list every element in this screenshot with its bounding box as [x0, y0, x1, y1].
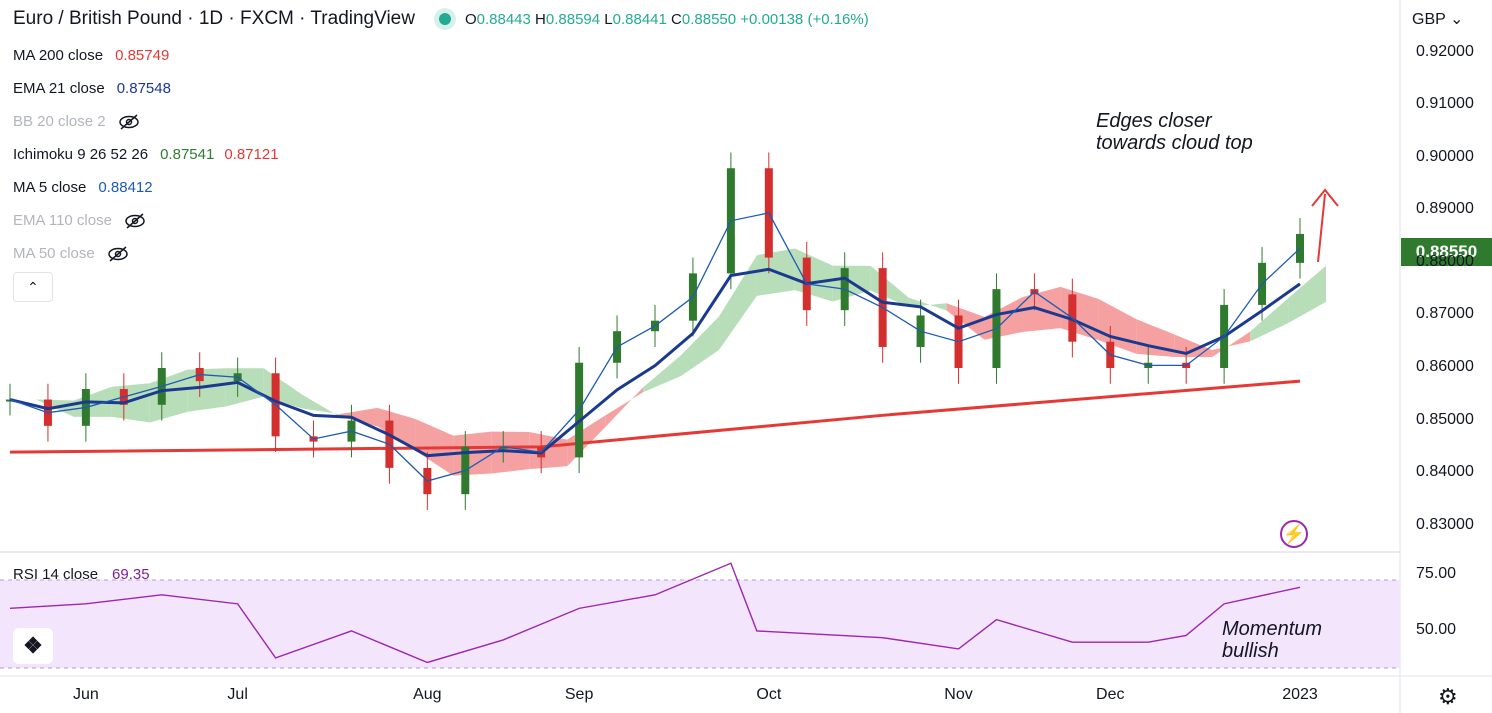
cloud-segment — [681, 316, 719, 377]
candle-body — [499, 446, 508, 449]
price-tick-label: 0.92000 — [1416, 42, 1474, 60]
up-arrow — [1317, 193, 1326, 263]
cloud-segment — [984, 297, 1023, 340]
rsi-tick-label: 75.00 — [1416, 564, 1457, 582]
cloud-segment — [377, 407, 416, 451]
cloud-segment — [1250, 298, 1289, 342]
settings-gear-icon[interactable]: ⚙ — [1438, 684, 1458, 709]
cloud-segment — [946, 303, 985, 340]
cloud-segment — [1098, 298, 1137, 354]
cloud-segment — [605, 387, 644, 428]
time-tick-label: Sep — [564, 686, 594, 703]
cloud-segment — [301, 394, 340, 417]
symbol-title[interactable]: Euro / British Pound · 1D · FXCM · Tradi… — [13, 8, 415, 29]
tradingview-logo[interactable]: ❖ — [13, 628, 53, 664]
cloud-segment — [643, 355, 681, 393]
legend-ma5[interactable]: MA 5 close 0.88412 — [13, 179, 153, 196]
hidden-eye-icon[interactable] — [124, 212, 146, 229]
cloud-segment — [908, 297, 947, 311]
cloud-segment — [1288, 265, 1326, 324]
cloud-segment — [1174, 334, 1213, 357]
cloud-segment — [339, 407, 378, 427]
legend-ma200[interactable]: MA 200 close 0.85749 — [13, 47, 170, 64]
hidden-eye-icon[interactable] — [107, 245, 129, 262]
cloud-segment — [491, 431, 530, 474]
legend-ma50[interactable]: MA 50 close — [13, 245, 129, 262]
cloud-segment — [1136, 319, 1175, 357]
time-tick-label: Jul — [227, 686, 248, 703]
cloud-segment — [529, 432, 568, 470]
market-status-icon — [438, 13, 451, 25]
legend-ichimoku[interactable]: Ichimoku 9 26 52 26 0.87541 0.87121 — [13, 146, 279, 163]
lightning-icon[interactable]: ⚡ — [1280, 520, 1308, 548]
legend-rsi[interactable]: RSI 14 close 69.35 — [13, 566, 150, 583]
legend-ema21[interactable]: EMA 21 close 0.87548 — [13, 80, 171, 97]
chevron-up-icon: ⌃ — [27, 278, 39, 295]
ohlc-values: O0.88443 H0.88594 L0.88441 C0.88550 +0.0… — [464, 10, 869, 28]
rsi-line — [9, 562, 1301, 664]
legend-ema110[interactable]: EMA 110 close — [13, 212, 146, 229]
cloud-annotation: Edges closer towards cloud top — [1096, 110, 1253, 154]
currency-selector[interactable]: GBP ⌄ — [1412, 11, 1464, 28]
rsi-tick-label: 50.00 — [1416, 620, 1457, 638]
chart-header: Euro / British Pound · 1D · FXCM · Tradi… — [13, 8, 869, 30]
chevron-down-icon: ⌄ — [1449, 11, 1464, 28]
current-price-tag: 0.88550 — [1401, 238, 1492, 266]
price-tick-label: 0.83000 — [1416, 515, 1474, 533]
cloud-segment — [149, 369, 188, 423]
legend-bb[interactable]: BB 20 close 2 — [13, 113, 140, 130]
cloud-segment — [718, 255, 757, 351]
price-tick-label: 0.89000 — [1416, 200, 1474, 218]
up-arrow-head — [1311, 188, 1339, 207]
price-tick-label: 0.90000 — [1416, 147, 1474, 165]
ema21-line — [9, 267, 1301, 458]
price-tick-label: 0.86000 — [1416, 358, 1474, 375]
hidden-eye-icon[interactable] — [118, 113, 140, 130]
collapse-legend-button[interactable]: ⌃ — [13, 272, 53, 302]
rsi-band — [0, 580, 1400, 668]
price-tick-label: 0.91000 — [1416, 95, 1474, 113]
ichimoku-cloud — [36, 248, 1326, 476]
price-tick-label: 0.88000 — [1416, 252, 1474, 270]
cloud-segment — [1212, 331, 1251, 357]
time-tick-label: Oct — [756, 686, 782, 703]
time-tick-label: Nov — [944, 686, 973, 703]
price-tick-label: 0.85000 — [1416, 410, 1474, 428]
time-tick-label: 2023 — [1282, 686, 1318, 703]
cloud-segment — [794, 248, 833, 302]
price-tick-label: 0.84000 — [1416, 463, 1474, 481]
time-tick-label: Jun — [72, 686, 99, 703]
rsi-annotation: Momentum bullish — [1222, 618, 1323, 662]
price-tick-label: 0.87000 — [1416, 305, 1474, 323]
cloud-segment — [870, 265, 909, 307]
time-tick-label: Dec — [1096, 686, 1125, 703]
time-tick-label: Aug — [413, 686, 442, 703]
ma5-line — [9, 212, 1301, 482]
